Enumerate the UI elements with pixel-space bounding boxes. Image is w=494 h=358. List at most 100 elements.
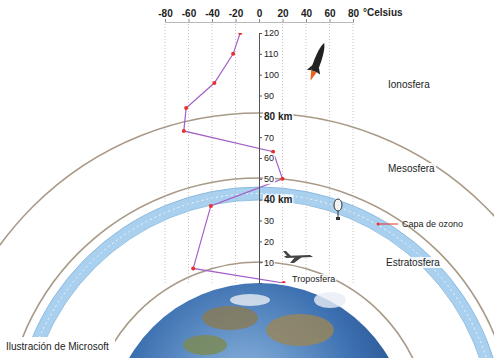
- y-tick-mark: [259, 75, 262, 76]
- layer-labels: IonosferaMesosferaEstratosferaTroposfera: [291, 79, 441, 284]
- y-axis: 10203040 km50607080 km90100110120: [259, 28, 293, 283]
- plot-area: [182, 33, 286, 283]
- data-point: [191, 266, 195, 270]
- x-tick-mark: [353, 19, 354, 22]
- y-tick-mark: [259, 262, 262, 263]
- grid-line: [306, 24, 307, 283]
- icons: [283, 41, 342, 263]
- grid-line: [165, 24, 166, 283]
- grid-line: [329, 24, 330, 283]
- x-tick: 20: [277, 8, 289, 22]
- x-tick-label: 40: [301, 8, 313, 19]
- y-axis-line: [260, 34, 263, 284]
- x-tick-label: -40: [205, 8, 220, 19]
- label-patch: [291, 274, 336, 284]
- x-axis-line: [166, 19, 354, 23]
- x-tick-label: 20: [277, 8, 289, 19]
- label-patch: [263, 91, 275, 101]
- y-tick-label: 90: [264, 91, 274, 101]
- label-patch: [263, 237, 275, 247]
- y-tick: 80 km: [259, 111, 293, 122]
- balloon-string: [338, 211, 339, 217]
- label-patch: [263, 28, 280, 38]
- balloon-body: [334, 199, 342, 211]
- x-tick-label: -20: [229, 8, 244, 19]
- layer-boundary: [0, 113, 494, 358]
- annotations: Capa de ozono: [377, 219, 464, 229]
- grid-line: [188, 24, 189, 283]
- label-patch: [263, 258, 275, 268]
- y-tick-mark: [259, 116, 262, 117]
- chart: -80-60-40-20020406080°Celsius10203040 km…: [0, 0, 494, 358]
- grid-line: [235, 24, 236, 283]
- data-point: [231, 52, 235, 56]
- rocket-body: [311, 42, 328, 73]
- x-tick-mark: [283, 19, 284, 22]
- ozone-texture: [20, 194, 494, 358]
- x-tick: 80: [348, 8, 360, 22]
- rocket: [304, 41, 331, 83]
- y-tick-mark: [259, 241, 262, 242]
- label-patch: [263, 111, 293, 122]
- layer-boundary: [4, 178, 494, 358]
- x-tick-label: -60: [182, 8, 197, 19]
- y-tick-mark: [259, 200, 262, 201]
- layer-label: Mesosfera: [388, 163, 435, 174]
- label-patch: [263, 174, 275, 184]
- earth-detail: [266, 314, 334, 346]
- y-tick-mark: [259, 96, 262, 97]
- y-tick: 60: [259, 153, 275, 163]
- grid-line: [212, 24, 213, 283]
- annotation-leader: [378, 224, 398, 225]
- annotation-label: Capa de ozono: [402, 219, 463, 229]
- rocket-flame: [308, 70, 317, 81]
- x-tick-label: 0: [257, 8, 263, 19]
- earth: [109, 283, 409, 358]
- layer-label: Estratosfera: [386, 257, 440, 268]
- y-tick-label: 50: [264, 174, 274, 184]
- y-tick-label: 120: [264, 28, 279, 38]
- x-axis: -80 -60 -40 -20 0 20 40 60 80: [158, 8, 359, 23]
- temperature-line: [184, 33, 284, 283]
- x-tick-label: 80: [348, 8, 360, 19]
- x-tick: 40: [301, 8, 313, 22]
- label-patch: [387, 79, 431, 90]
- y-tick: 40 km: [259, 194, 293, 205]
- y-tick: 10: [259, 258, 275, 268]
- x-tick: -20: [229, 8, 244, 22]
- y-tick-mark: [259, 158, 262, 159]
- credit: Ilustración de Microsoft: [0, 337, 115, 358]
- credit-box: [0, 337, 115, 358]
- y-tick-label: 60: [264, 153, 274, 163]
- label-patch: [263, 216, 275, 226]
- data-point: [281, 177, 285, 181]
- label-patch: [263, 70, 280, 80]
- rocket-fins: [307, 63, 323, 74]
- grid-line: [282, 24, 283, 283]
- credit-label: Ilustración de Microsoft: [6, 341, 109, 352]
- airplane: [283, 251, 313, 263]
- x-tick-mark: [212, 19, 213, 22]
- earth-detail: [202, 306, 258, 330]
- data-point: [212, 81, 216, 85]
- label-patch: [387, 163, 436, 174]
- data-point: [282, 281, 286, 283]
- y-tick-label: 70: [264, 133, 274, 143]
- ozone-layer: [20, 194, 494, 358]
- y-tick-mark: [259, 54, 262, 55]
- y-tick-label: 20: [264, 237, 274, 247]
- grid-line: [353, 24, 354, 283]
- y-tick: 50: [259, 174, 275, 184]
- annotation-dot: [377, 223, 380, 226]
- y-tick: 90: [259, 91, 275, 101]
- x-tick-label: 60: [324, 8, 336, 19]
- y-tick: 100: [259, 70, 280, 80]
- data-point: [182, 129, 186, 133]
- layer-label: Troposfera: [292, 274, 335, 284]
- y-tick-label: 100: [264, 70, 279, 80]
- y-tick-mark: [259, 33, 262, 34]
- earth-detail: [314, 292, 346, 308]
- y-tick: 70: [259, 133, 275, 143]
- x-tick: -80: [158, 8, 173, 22]
- label-patch: [263, 153, 275, 163]
